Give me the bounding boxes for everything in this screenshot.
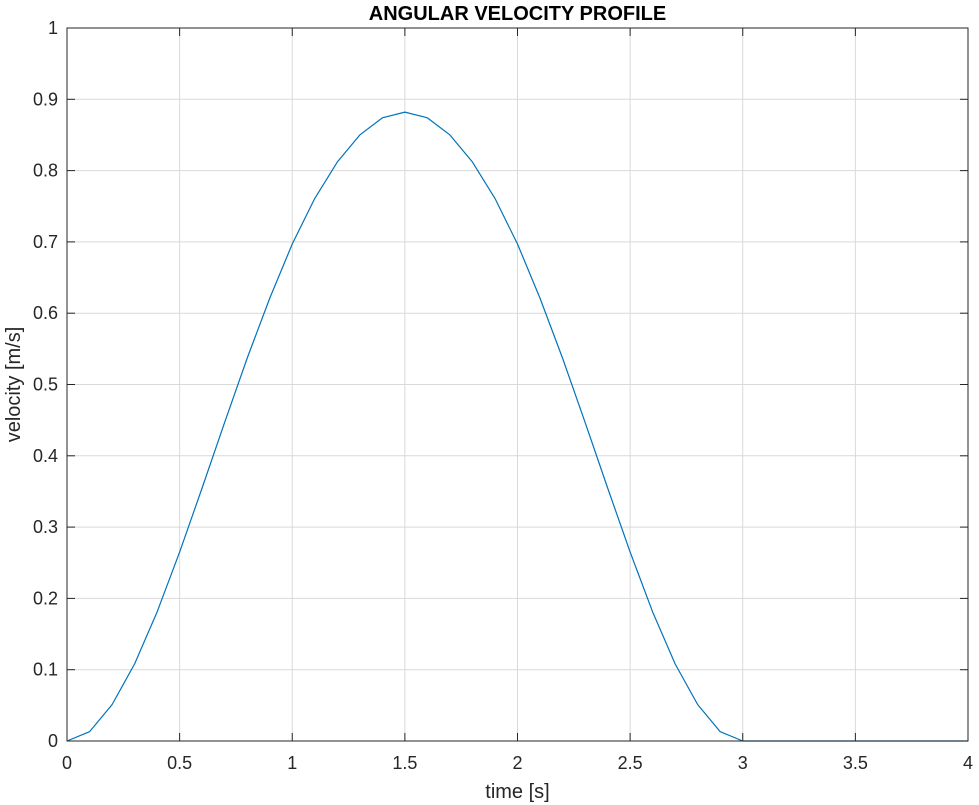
- y-tick-label: 0.8: [33, 161, 58, 181]
- y-tick-label: 0.4: [33, 446, 58, 466]
- chart-title: ANGULAR VELOCITY PROFILE: [369, 3, 666, 25]
- x-tick-label: 3: [738, 753, 748, 773]
- y-tick-label: 0.7: [33, 232, 58, 252]
- x-ticks: 0 0.5 1 1.5 2 2.5 3 3.5 4: [62, 28, 973, 773]
- x-tick-label: 1.5: [392, 753, 417, 773]
- y-tick-label: 0.5: [33, 375, 58, 395]
- x-tick-label: 2: [512, 753, 522, 773]
- y-tick-label: 0.6: [33, 303, 58, 323]
- y-tick-label: 1: [48, 18, 58, 38]
- y-tick-label: 0.2: [33, 588, 58, 608]
- x-axis-label: time [s]: [485, 781, 549, 803]
- y-tick-label: 0.1: [33, 660, 58, 680]
- x-tick-label: 0: [62, 753, 72, 773]
- x-tick-label: 1: [287, 753, 297, 773]
- x-tick-label: 0.5: [167, 753, 192, 773]
- y-axis-label: velocity [m/s]: [3, 327, 25, 443]
- y-tick-label: 0.9: [33, 89, 58, 109]
- x-tick-label: 4: [963, 753, 973, 773]
- y-tick-label: 0.3: [33, 517, 58, 537]
- y-ticks: 0 0.1 0.2 0.3 0.4 0.5 0.6 0.7 0.8 0.9 1: [33, 18, 968, 751]
- x-tick-label: 2.5: [618, 753, 643, 773]
- y-tick-label: 0: [48, 731, 58, 751]
- x-tick-label: 3.5: [843, 753, 868, 773]
